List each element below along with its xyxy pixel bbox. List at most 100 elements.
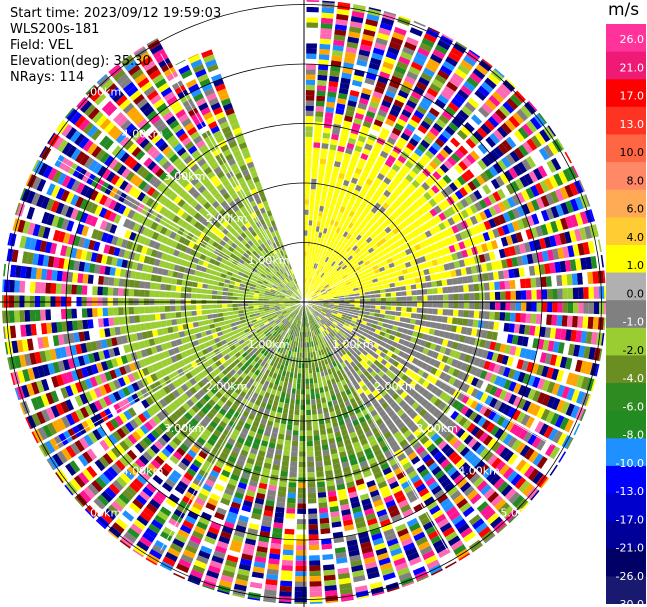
radar-gate: [365, 325, 371, 331]
radar-gate: [387, 273, 393, 279]
radar-gate: [318, 285, 324, 290]
radar-gate: [484, 311, 490, 320]
radar-gate: [262, 396, 269, 404]
radar-gate: [386, 538, 399, 547]
radar-gate: [252, 392, 259, 399]
radar-gate: [545, 207, 555, 220]
radar-gate: [415, 283, 422, 289]
radar-gate: [362, 233, 369, 240]
radar-gate: [404, 317, 411, 324]
radar-gate: [338, 351, 344, 358]
radar-gate: [344, 417, 352, 424]
radar-gate: [244, 440, 252, 448]
radar-gate: [578, 287, 584, 299]
radar-gate: [125, 485, 137, 497]
radar-gate: [551, 157, 562, 171]
radar-gate: [402, 328, 409, 335]
radar-gate: [314, 288, 319, 293]
radar-gate: [426, 383, 435, 392]
radar-gate: [390, 426, 399, 435]
radar-gate: [319, 320, 325, 325]
radar-gate: [260, 360, 266, 367]
radar-gate: [268, 558, 280, 565]
radar-gate: [478, 222, 487, 232]
radar-gate: [346, 351, 353, 357]
radar-gate: [347, 327, 353, 332]
radar-gate: [577, 243, 585, 256]
radar-gate: [370, 261, 377, 267]
radar-gate: [237, 376, 244, 383]
radar-gate: [342, 341, 348, 347]
radar-gate: [391, 127, 402, 136]
radar-gate: [554, 355, 563, 368]
radar-gate: [377, 185, 386, 194]
radar-gate: [391, 255, 398, 262]
radar-gate: [451, 214, 460, 224]
radar-gate: [226, 387, 234, 395]
radar-gate: [304, 311, 306, 317]
radar-gate: [370, 378, 377, 385]
radar-gate: [522, 483, 535, 497]
radar-gate: [399, 204, 407, 212]
radar-gate: [310, 393, 316, 400]
radar-gate: [384, 385, 392, 393]
radar-gate: [474, 428, 485, 440]
radar-gate: [322, 331, 327, 337]
radar-gate: [324, 285, 330, 290]
radar-gate: [328, 326, 333, 332]
radar-gate: [330, 230, 335, 237]
radar-gate: [293, 425, 299, 431]
radar-gate: [453, 544, 467, 556]
radar-gate: [396, 567, 410, 577]
radar-gate: [162, 502, 175, 513]
radar-gate: [515, 232, 524, 243]
radar-gate: [417, 249, 424, 257]
radar-gate: [327, 351, 333, 358]
radar-gate: [460, 198, 469, 208]
radar-gate: [425, 392, 434, 401]
radar-gate: [385, 292, 391, 297]
radar-gate: [339, 135, 348, 143]
radar-gate: [463, 485, 475, 497]
radar-gate: [460, 209, 469, 219]
radar-gate: [350, 355, 356, 361]
radar-gate: [442, 286, 449, 294]
radar-gate: [331, 287, 337, 291]
radar-gate: [402, 461, 412, 471]
radar-gate: [400, 412, 409, 421]
radar-gate: [436, 167, 446, 177]
radar-gate: [339, 82, 350, 90]
radar-gate: [197, 492, 208, 502]
radar-gate: [320, 523, 330, 529]
radar-gate: [492, 162, 503, 174]
radar-gate: [340, 235, 346, 242]
radar-gate: [308, 272, 311, 278]
radar-gate: [332, 128, 340, 136]
radar-gate: [315, 106, 325, 112]
radar-gate: [309, 373, 313, 379]
radar-gate: [561, 371, 570, 384]
radar-gate: [376, 325, 382, 331]
radar-gate: [410, 474, 421, 484]
radar-gate: [385, 377, 393, 385]
radar-gate: [279, 364, 285, 371]
radar-gate: [203, 460, 214, 469]
radar-gate: [483, 252, 491, 262]
radar-gate: [381, 373, 389, 381]
radar-gate: [446, 227, 455, 236]
radar-gate: [214, 545, 227, 554]
radar-gate: [419, 468, 430, 478]
radar-gate: [139, 536, 152, 548]
radar-gate: [359, 175, 367, 183]
radar-gate: [318, 253, 322, 260]
radar-gate: [337, 98, 347, 105]
radar-gate: [304, 214, 309, 221]
radar-gate: [486, 351, 494, 361]
radar-gate: [160, 531, 173, 542]
radar-gate: [472, 319, 479, 328]
radar-gate: [412, 229, 420, 237]
radar-gate: [477, 233, 486, 243]
radar-gate: [369, 489, 380, 498]
radar-gate: [377, 225, 384, 233]
radar-gate: [534, 326, 541, 337]
